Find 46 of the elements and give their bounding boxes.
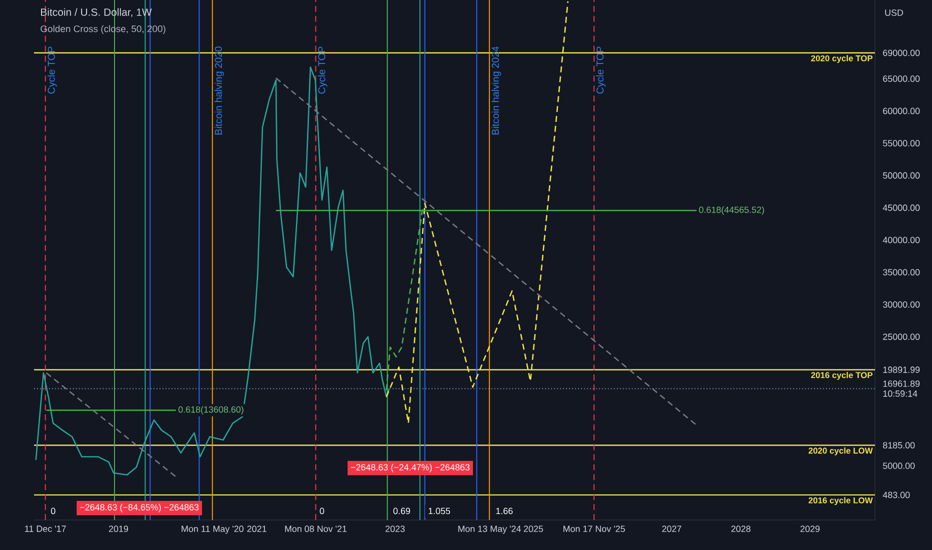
x-tick-label: 2025 xyxy=(524,526,544,532)
annotation: 0.618(13608.60) xyxy=(178,406,244,414)
x-tick-label: 11 Dec '17 xyxy=(25,526,66,532)
ref-line-label: 2020 cycle TOP xyxy=(811,55,873,63)
x-tick-label: Mon 13 May '24 xyxy=(458,526,521,534)
y-tick-label: 483.00 xyxy=(882,492,910,498)
annotation: 0.69 xyxy=(393,508,410,514)
ref-line-label: Bitcoin halving 2020 xyxy=(214,46,224,135)
y-tick-label: 16961.89 10:59:14 xyxy=(883,380,920,397)
annotation: 0 xyxy=(50,508,56,514)
y-tick-label: 55000.00 xyxy=(883,140,920,146)
y-tick-label: 45000.00 xyxy=(882,204,920,211)
y-axis-title: USD xyxy=(885,10,904,16)
x-tick-label: 2019 xyxy=(108,526,128,532)
ref-line-label: Cycle TOP xyxy=(318,46,328,94)
y-tick-label: 35000.00 xyxy=(882,269,920,276)
x-tick-label: 2023 xyxy=(386,526,405,532)
y-tick-label: 25000.00 xyxy=(883,334,920,340)
annotation: 0.618(44565.52) xyxy=(699,206,764,215)
y-tick-label: 40000.00 xyxy=(882,236,920,244)
annotation: −2648.63 (−24.47%) −264863 xyxy=(351,464,470,472)
x-tick-label: Mon 17 Nov '25 xyxy=(564,526,625,532)
y-tick-label: 60000.00 xyxy=(883,108,920,114)
x-tick-label: Mon 08 Nov '21 xyxy=(285,526,347,532)
annotation: −2648.63 (−84.65%) −264863 xyxy=(80,504,199,512)
x-tick-label: 2028 xyxy=(731,526,750,532)
ref-line-label: 2016 cycle LOW xyxy=(808,497,873,506)
x-tick-label: 2027 xyxy=(662,526,682,532)
annotation: 1.055 xyxy=(428,508,450,514)
x-tick-label: Mon 11 May '20 xyxy=(182,526,244,534)
y-tick-label: 50000.00 xyxy=(883,172,920,179)
x-tick-label: 2029 xyxy=(800,526,820,532)
y-tick-label: 69000.00 xyxy=(883,50,920,56)
y-tick-label: 5000.00 xyxy=(883,462,915,469)
ref-line-label: Cycle TOP xyxy=(596,46,606,94)
ref-line-label: Bitcoin halving 2024 xyxy=(492,46,501,135)
y-tick-label: 8185.00 xyxy=(883,442,915,448)
ref-line-label: 2020 cycle LOW xyxy=(808,447,873,456)
annotation: 0 xyxy=(320,508,324,514)
y-tick-label: 19891.99 xyxy=(883,366,920,373)
annotation: 1.66 xyxy=(496,508,513,514)
ref-line-label: Cycle TOP xyxy=(48,46,57,94)
y-tick-label: 30000.00 xyxy=(882,301,920,308)
x-tick-label: 2021 xyxy=(247,526,266,532)
y-tick-label: 65000.00 xyxy=(883,76,920,82)
ref-line-label: 2016 cycle TOP xyxy=(811,372,873,380)
